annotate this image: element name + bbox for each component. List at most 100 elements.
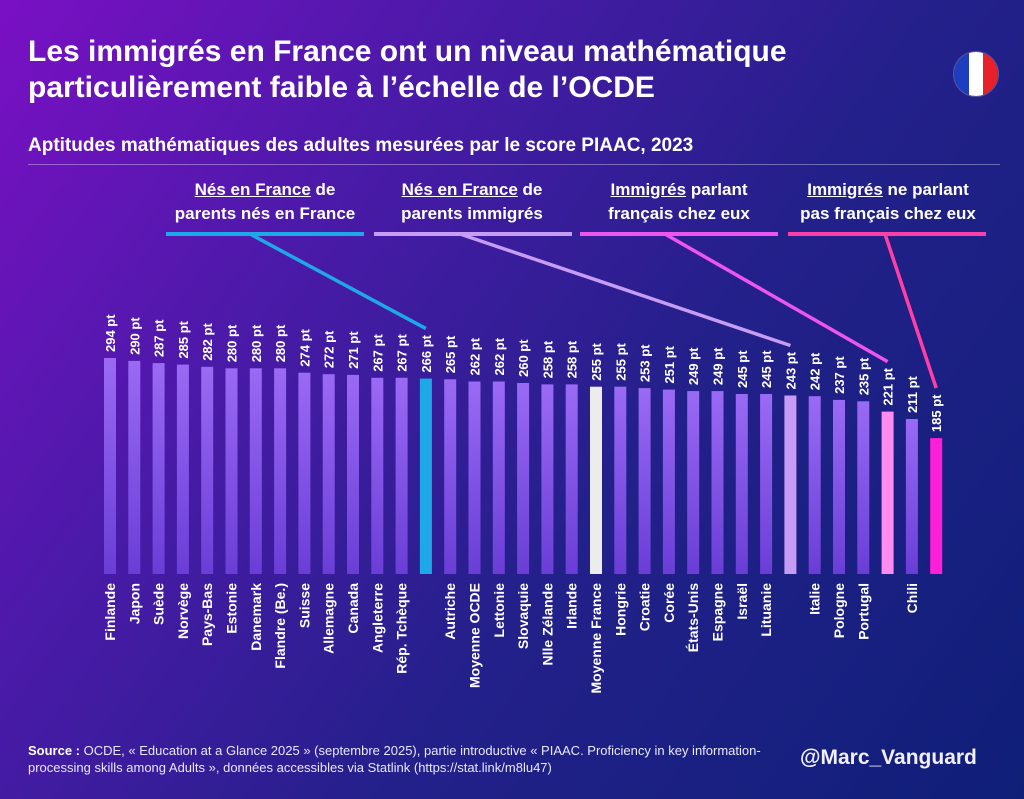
bar: [492, 381, 505, 574]
category-label: Italie: [807, 583, 823, 615]
bar: [565, 384, 578, 574]
bar: [930, 438, 943, 574]
value-label: 251 pt: [662, 345, 677, 383]
chart-title: Les immigrés en France ont un niveau mat…: [28, 34, 928, 106]
category-label: Finlande: [102, 583, 118, 641]
value-label: 249 pt: [686, 347, 701, 385]
value-label: 260 pt: [516, 339, 531, 377]
value-label: 245 pt: [759, 350, 774, 388]
bar: [371, 377, 384, 574]
category-label: Portugal: [855, 583, 871, 640]
value-label: 258 pt: [565, 340, 580, 378]
value-label: 262 pt: [492, 337, 507, 375]
value-label: 266 pt: [419, 334, 434, 372]
category-label: Hongrie: [612, 583, 628, 636]
value-label: 274 pt: [297, 328, 312, 366]
bar: [614, 386, 627, 574]
category-label: Estonie: [224, 583, 240, 634]
value-label: 255 pt: [613, 342, 628, 380]
bar: [541, 384, 554, 574]
title-line-1: Les immigrés en France ont un niveau mat…: [28, 35, 787, 68]
category-label: Norvège: [175, 583, 191, 639]
group-label-underlined: Immigrés: [610, 180, 687, 199]
category-label: Suisse: [296, 583, 312, 628]
value-label: 242 pt: [808, 352, 823, 390]
value-label: 267 pt: [395, 334, 410, 372]
value-label: 282 pt: [200, 323, 215, 361]
bar: [322, 374, 335, 574]
value-label: 267 pt: [370, 334, 385, 372]
group-label-born-french-parents: Nés en France de parents nés en France: [158, 178, 372, 226]
value-label: 221 pt: [881, 367, 896, 405]
france-flag-icon: [954, 52, 998, 96]
value-label: 280 pt: [225, 324, 240, 362]
category-label: Canada: [345, 583, 361, 634]
group-label-line2: parents immigrés: [401, 204, 543, 223]
bar: [711, 391, 724, 574]
group-label-immigrants-non-french: Immigrés ne parlant pas français chez eu…: [782, 178, 994, 226]
value-label: 287 pt: [152, 319, 167, 357]
group-label-underlined: Nés en France: [401, 180, 518, 199]
category-label: Rép. Tchèque: [394, 583, 410, 674]
bars: [104, 358, 943, 574]
value-labels: 294 pt 290 pt 287 pt 285 pt 282 pt 280 pt 280 …: [103, 314, 944, 432]
bar: [176, 364, 189, 574]
group-label-rest: ne parlant: [882, 180, 969, 199]
group-connector: [249, 232, 427, 331]
bar: [590, 386, 602, 574]
bar: [468, 381, 481, 574]
bar: [735, 394, 748, 574]
group-label-rest: de: [517, 180, 543, 199]
category-label: Danemark: [248, 583, 264, 651]
bar: [201, 366, 214, 574]
group-connector: [883, 233, 938, 389]
category-label: Lituanie: [758, 583, 774, 637]
group-label-line2: parents nés en France: [174, 204, 356, 223]
value-label: 255 pt: [589, 342, 604, 380]
bar: [128, 360, 141, 574]
value-label: 285 pt: [176, 320, 191, 358]
source-note: Source : OCDE, « Education at a Glance 2…: [28, 742, 788, 776]
bar: [784, 395, 797, 574]
bar: [905, 419, 918, 574]
group-label-rest: parlant: [686, 180, 748, 199]
category-label: Croatie: [637, 583, 653, 631]
value-label: 243 pt: [783, 351, 798, 389]
category-label: Pays-Bas: [199, 583, 215, 646]
value-label: 245 pt: [735, 350, 750, 388]
category-label: Moyenne OCDE: [467, 583, 483, 688]
flag-red-stripe: [983, 52, 998, 96]
category-label: Corée: [661, 583, 677, 623]
group-label-born-immigrant-parents: Nés en France de parents immigrés: [374, 178, 570, 226]
bar: [638, 388, 651, 574]
category-label: Chili: [904, 583, 920, 613]
bar: [687, 391, 700, 574]
bar: [152, 363, 165, 574]
author-handle: @Marc_Vanguard: [800, 746, 977, 769]
value-label: 271 pt: [346, 331, 361, 369]
category-label: Lettonie: [491, 583, 507, 638]
bar: [298, 372, 311, 574]
value-label: 294 pt: [103, 314, 118, 352]
category-labels: Finlande Japon Suède Norvège Pays-Bas Estonie…: [102, 583, 920, 694]
group-connector: [664, 232, 889, 364]
bar: [225, 368, 238, 574]
value-label: 211 pt: [905, 375, 920, 413]
group-label-underlined: Nés en France: [194, 180, 311, 199]
category-label: Pologne: [831, 583, 847, 638]
value-label: 258 pt: [540, 340, 555, 378]
category-label: Japon: [126, 583, 142, 624]
category-label: Allemagne: [321, 583, 337, 654]
category-label: Angleterre: [369, 583, 385, 653]
bar: [444, 379, 457, 574]
value-label: 237 pt: [832, 356, 847, 394]
flag-white-stripe: [968, 52, 984, 96]
bar: [517, 383, 530, 574]
group-label-underlined: Immigrés: [807, 180, 883, 199]
bar: [347, 374, 359, 574]
bar: [249, 368, 262, 574]
category-label: Flandre (Be.): [272, 583, 288, 669]
value-label: 272 pt: [322, 330, 337, 368]
bar: [104, 358, 116, 574]
